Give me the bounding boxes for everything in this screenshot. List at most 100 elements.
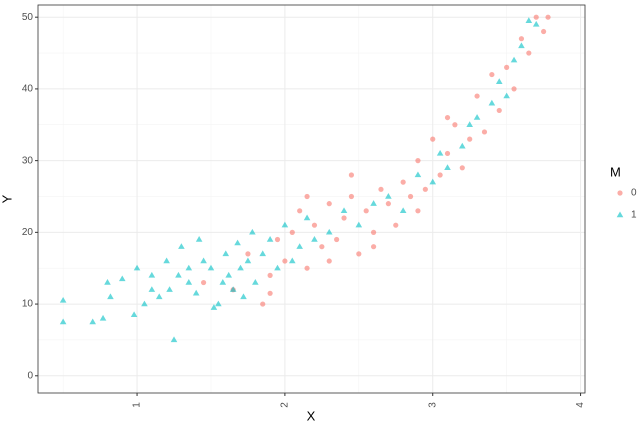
- point: [175, 271, 182, 278]
- point: [414, 171, 422, 178]
- point: [541, 28, 547, 35]
- point: [525, 17, 533, 23]
- point: [348, 172, 355, 178]
- point: [118, 275, 126, 282]
- point: [170, 336, 178, 343]
- point: [210, 304, 218, 310]
- point: [267, 290, 273, 296]
- point: [378, 186, 384, 192]
- legend-title: M: [610, 164, 621, 179]
- point: [289, 229, 295, 235]
- point: [303, 214, 311, 221]
- point: [311, 222, 318, 228]
- point: [59, 318, 67, 325]
- point: [458, 142, 466, 149]
- point: [104, 279, 111, 285]
- point: [229, 286, 237, 292]
- point: [526, 50, 532, 56]
- point: [355, 221, 363, 228]
- point: [222, 250, 230, 257]
- point: [274, 264, 281, 271]
- point: [319, 244, 325, 250]
- point: [245, 251, 251, 257]
- point: [489, 71, 495, 78]
- point: [130, 311, 138, 318]
- point: [467, 136, 473, 142]
- point: [249, 228, 256, 235]
- point: [341, 215, 347, 221]
- point: [422, 186, 428, 192]
- point: [155, 293, 163, 300]
- point: [415, 208, 421, 214]
- point: [163, 257, 170, 264]
- point: [59, 296, 67, 303]
- x-axis-title: X: [307, 408, 316, 423]
- y-tick-label: 30: [22, 155, 34, 166]
- point: [225, 271, 233, 278]
- point: [326, 258, 332, 264]
- point: [107, 293, 114, 300]
- x-tick-label: 3: [427, 402, 438, 408]
- point: [532, 20, 540, 27]
- point: [444, 114, 451, 121]
- point: [510, 56, 518, 63]
- point: [200, 279, 207, 286]
- point: [385, 192, 392, 199]
- legend-label: 1: [631, 210, 637, 221]
- point: [348, 193, 355, 200]
- point: [533, 14, 539, 20]
- point: [89, 318, 96, 325]
- point: [240, 293, 247, 300]
- point: [444, 150, 451, 157]
- point: [370, 200, 377, 206]
- point: [234, 239, 241, 246]
- y-tick-label: 40: [22, 84, 34, 95]
- point: [488, 99, 496, 106]
- y-tick-label: 10: [22, 299, 34, 310]
- point: [195, 236, 203, 242]
- point: [459, 165, 465, 171]
- point: [281, 221, 289, 228]
- point: [518, 36, 525, 42]
- y-tick-label: 50: [22, 12, 34, 23]
- point: [444, 164, 451, 171]
- point: [474, 93, 480, 99]
- point: [185, 279, 193, 285]
- point: [133, 264, 141, 271]
- point: [274, 236, 281, 243]
- point: [141, 300, 148, 307]
- point: [370, 229, 377, 235]
- point: [178, 243, 185, 249]
- point: [363, 208, 369, 214]
- point: [325, 228, 333, 235]
- point: [437, 172, 443, 178]
- point: [466, 121, 473, 127]
- y-tick-label: 20: [22, 227, 34, 238]
- point: [192, 289, 200, 296]
- point: [207, 264, 215, 271]
- point: [400, 179, 406, 185]
- legend-key: [617, 190, 623, 196]
- point: [148, 286, 156, 292]
- y-axis-title: Y: [0, 194, 14, 203]
- point: [259, 250, 267, 257]
- point: [304, 193, 310, 200]
- point: [370, 244, 377, 250]
- point: [399, 207, 407, 214]
- point: [148, 271, 156, 278]
- point: [356, 251, 362, 257]
- point: [518, 42, 525, 49]
- point: [393, 222, 399, 228]
- point: [452, 122, 458, 128]
- point: [473, 114, 481, 120]
- point: [436, 149, 444, 156]
- point: [266, 236, 274, 242]
- point: [304, 265, 310, 271]
- point: [288, 257, 296, 264]
- point: [200, 257, 207, 264]
- point: [244, 257, 252, 264]
- point: [326, 201, 332, 207]
- point: [166, 286, 173, 292]
- point: [260, 301, 266, 307]
- point: [219, 279, 227, 285]
